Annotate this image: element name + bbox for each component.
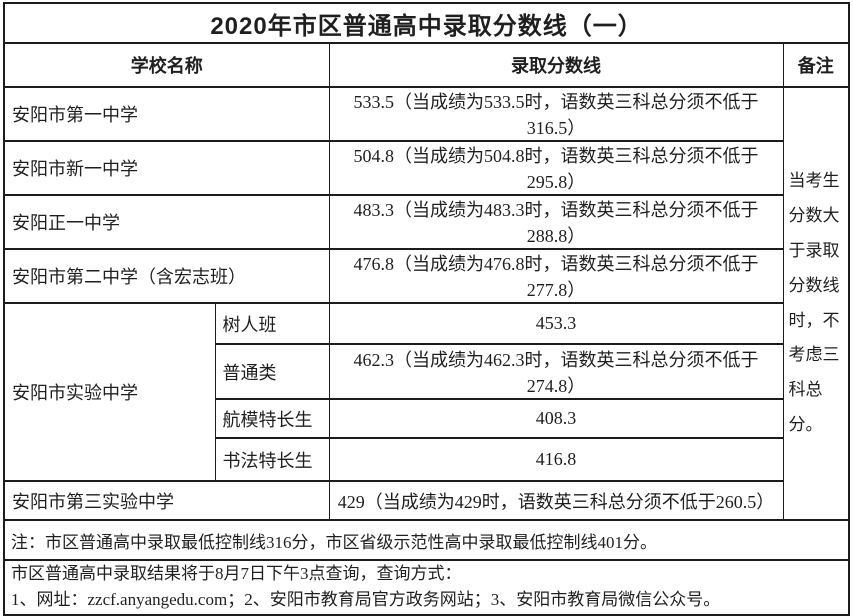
footer-line1: 市区普通高中录取结果将于8月7日下午3点查询，查询方式： bbox=[11, 564, 462, 583]
footer-cell: 市区普通高中录取结果将于8月7日下午3点查询，查询方式： 1、网址：zzcf.a… bbox=[3, 559, 850, 616]
table-row: 安阳市实验中学 树人班 453.3 bbox=[3, 302, 849, 482]
school-name-cell: 安阳正一中学 bbox=[3, 194, 330, 250]
note-text: 注：市区普通高中录取最低控制线316分，市区省级示范性高中录取最低控制线401分… bbox=[3, 519, 850, 561]
subcategory-cell: 航模特长生 bbox=[214, 398, 330, 439]
table-row: 安阳市新一中学 504.8（当成绩为504.8时，语数英三科总分须不低于295.… bbox=[3, 140, 849, 196]
header-school-name: 学校名称 bbox=[3, 42, 330, 88]
score-table: 2020年市区普通高中录取分数线（一） 学校名称 录取分数线 备注 安阳市第一中… bbox=[3, 2, 851, 616]
score-cell: 462.3（当成绩为462.3时，语数英三科总分须不低于274.8） bbox=[328, 343, 784, 400]
score-cell: 533.5（当成绩为533.5时，语数英三科总分须不低于316.5） bbox=[328, 86, 784, 142]
score-cell: 408.3 bbox=[328, 398, 784, 439]
subcategory-cell: 普通类 bbox=[214, 343, 330, 400]
header-remark: 备注 bbox=[782, 42, 850, 88]
table-row: 安阳市第一中学 533.5（当成绩为533.5时，语数英三科总分须不低于316.… bbox=[3, 86, 850, 521]
score-cell: 476.8（当成绩为476.8时，语数英三科总分须不低于277.8） bbox=[328, 248, 784, 304]
note-row: 注：市区普通高中录取最低控制线316分，市区省级示范性高中录取最低控制线401分… bbox=[3, 519, 850, 561]
score-cell: 453.3 bbox=[328, 302, 784, 345]
footer-line2: 1、网址：zzcf.anyangedu.com；2、安阳市教育局官方政务网站；3… bbox=[11, 590, 721, 610]
school-name-cell: 安阳市第一中学 bbox=[3, 86, 330, 142]
header-score-line: 录取分数线 bbox=[328, 42, 784, 88]
school-name-cell: 安阳市新一中学 bbox=[3, 140, 330, 196]
table-row: 航模特长生 408.3 bbox=[4, 398, 849, 439]
subcategory-cell: 树人班 bbox=[214, 302, 330, 345]
score-cell: 416.8 bbox=[328, 437, 784, 482]
table-row: 普通类 462.3（当成绩为462.3时，语数英三科总分须不低于274.8） bbox=[4, 343, 849, 400]
table-row: 安阳正一中学 483.3（当成绩为483.3时，语数英三科总分须不低于288.8… bbox=[3, 194, 849, 250]
school-name-cell: 安阳市第三实验中学 bbox=[3, 480, 330, 521]
page-title: 2020年市区普通高中录取分数线（一） bbox=[3, 2, 850, 44]
table-row: 书法特长生 416.8 bbox=[4, 437, 849, 482]
score-cell: 483.3（当成绩为483.3时，语数英三科总分须不低于288.8） bbox=[328, 194, 784, 250]
subcategory-cell: 书法特长生 bbox=[214, 437, 330, 482]
score-cell: 429（当成绩为429时，语数英三科总分须不低于260.5） bbox=[328, 480, 784, 521]
table-row: 安阳市第二中学（含宏志班） 476.8（当成绩为476.8时，语数英三科总分须不… bbox=[3, 248, 849, 304]
footer-row: 市区普通高中录取结果将于8月7日下午3点查询，查询方式： 1、网址：zzcf.a… bbox=[3, 559, 850, 616]
table-row: 安阳市第三实验中学 429（当成绩为429时，语数英三科总分须不低于260.5） bbox=[3, 480, 849, 521]
school-name-cell: 安阳市第二中学（含宏志班） bbox=[3, 248, 330, 304]
header-row: 学校名称 录取分数线 备注 bbox=[3, 42, 850, 88]
remark-merged-cell: 当考生分数大于录取分数线时，不考虑三科总分。 bbox=[782, 86, 850, 521]
score-cell: 504.8（当成绩为504.8时，语数英三科总分须不低于295.8） bbox=[328, 140, 784, 196]
school-name-merged-cell: 安阳市实验中学 bbox=[3, 302, 216, 482]
title-row: 2020年市区普通高中录取分数线（一） bbox=[3, 2, 850, 44]
